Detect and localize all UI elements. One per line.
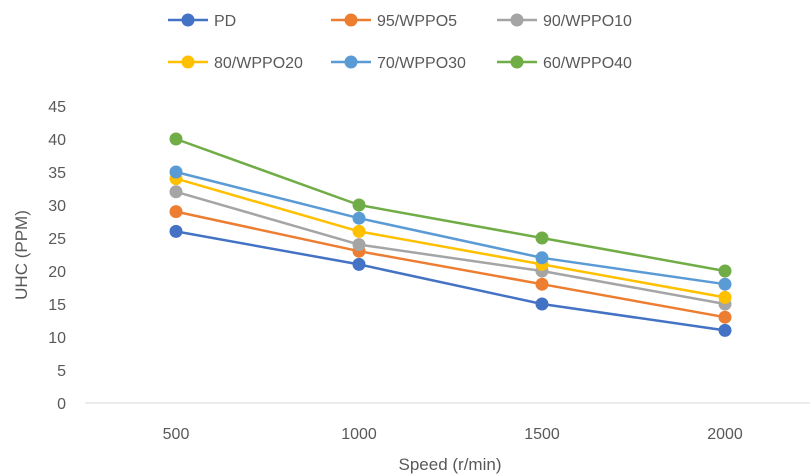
x-axis-ticks: 500 1000 1500 2000 (163, 426, 743, 443)
x-tick-label: 1500 (524, 426, 560, 443)
data-point (169, 165, 183, 179)
y-tick-label: 25 (48, 231, 66, 248)
legend-label: 80/WPPO20 (214, 55, 303, 72)
legend-marker (344, 13, 358, 27)
series-line-2 (175, 190, 726, 306)
y-axis-ticks: 0 5 10 15 20 25 30 35 40 45 (48, 99, 66, 413)
y-tick-label: 0 (57, 396, 66, 413)
y-tick-label: 15 (48, 297, 66, 314)
data-point (718, 323, 732, 337)
y-axis-title: UHC (PPM) (12, 210, 31, 300)
data-point (718, 264, 732, 278)
data-point (535, 251, 549, 265)
y-tick-label: 20 (48, 264, 66, 281)
legend-marker (510, 13, 524, 27)
series-points (169, 132, 732, 337)
data-point (535, 277, 549, 291)
x-tick-label: 1000 (341, 426, 377, 443)
series-line-3 (175, 177, 726, 299)
x-tick-label: 500 (163, 426, 190, 443)
x-axis-title: Speed (r/min) (399, 455, 502, 474)
data-point (352, 238, 366, 252)
series-line-0 (175, 230, 726, 332)
data-point (169, 185, 183, 199)
data-point (352, 257, 366, 271)
data-point (169, 205, 183, 219)
legend-marker (344, 55, 358, 69)
y-tick-label: 5 (57, 363, 66, 380)
data-point (169, 132, 183, 146)
data-point (352, 224, 366, 238)
legend-label: PD (214, 13, 236, 30)
data-point (718, 277, 732, 291)
legend-label: 95/WPPO5 (377, 13, 457, 30)
y-tick-label: 10 (48, 330, 66, 347)
y-tick-label: 40 (48, 132, 66, 149)
legend-label: 70/WPPO30 (377, 55, 466, 72)
data-point (718, 290, 732, 304)
legend-marker (181, 55, 195, 69)
data-point (352, 211, 366, 225)
series-line-5 (175, 137, 726, 273)
y-tick-label: 35 (48, 165, 66, 182)
y-tick-label: 45 (48, 99, 66, 116)
y-tick-label: 30 (48, 198, 66, 215)
data-point (535, 231, 549, 245)
data-point (352, 198, 366, 212)
legend-label: 90/WPPO10 (543, 13, 632, 30)
legend-label: 60/WPPO40 (543, 55, 632, 72)
data-point (718, 310, 732, 324)
data-point (169, 224, 183, 238)
legend-marker (181, 13, 195, 27)
series-line-1 (175, 210, 726, 319)
data-point (535, 297, 549, 311)
series-lines (175, 137, 726, 332)
x-tick-label: 2000 (707, 426, 743, 443)
legend-marker (510, 55, 524, 69)
legend: PD 95/WPPO5 90/WPPO10 80/WPPO20 70/WPPO30 60/… (168, 13, 632, 72)
series-line-4 (175, 170, 726, 286)
